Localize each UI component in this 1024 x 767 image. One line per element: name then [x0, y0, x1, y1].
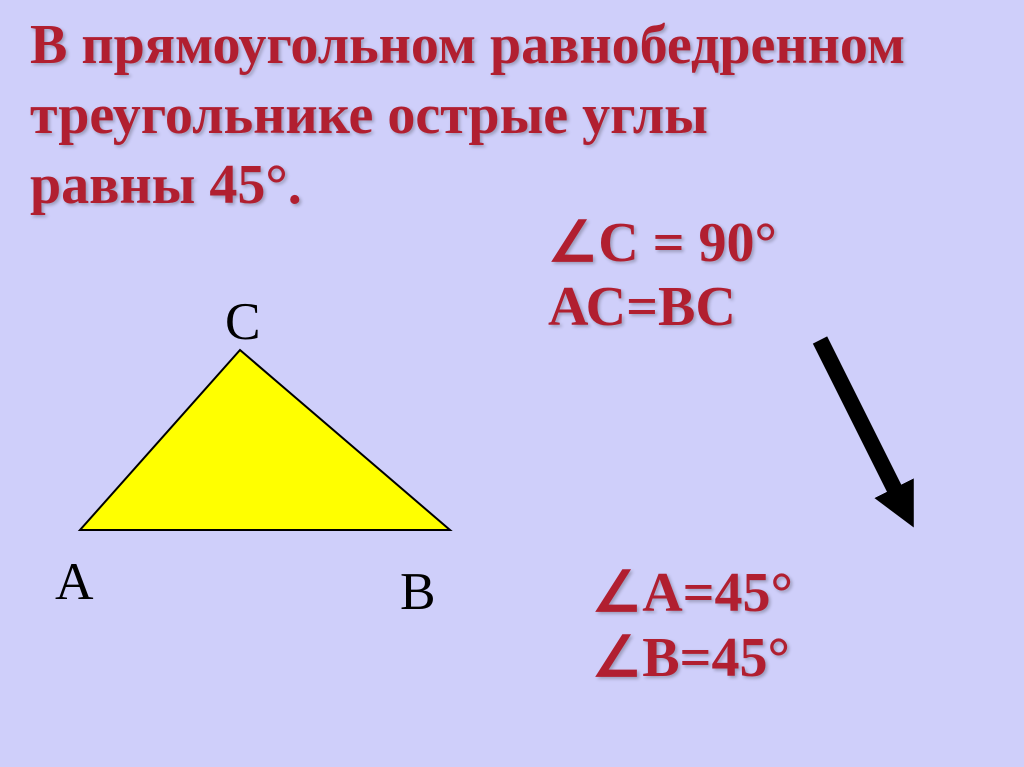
arrow-svg	[780, 320, 940, 540]
vertex-label-a: А	[55, 550, 94, 612]
triangle-diagram	[60, 330, 470, 555]
title-line-1: В прямоугольном равнобедренном	[30, 14, 905, 76]
arrow-line	[820, 340, 900, 500]
slide-title: В прямоугольном равнобедренном треугольн…	[30, 10, 990, 220]
angle-a-equation: ∠А=45°	[592, 560, 793, 625]
arrow-icon	[780, 320, 940, 545]
angle-b-equation: ∠В=45°	[592, 625, 790, 690]
triangle-shape	[80, 350, 450, 530]
slide: В прямоугольном равнобедренном треугольн…	[0, 0, 1024, 767]
angle-c-equation: ∠C = 90°	[548, 210, 777, 275]
title-line-2: треугольнике острые углы	[30, 84, 708, 146]
vertex-label-b: В	[400, 560, 436, 622]
vertex-label-c: С	[225, 290, 261, 352]
sides-equation: АС=ВС	[548, 275, 736, 339]
title-line-3: равны 45°.	[30, 154, 302, 216]
triangle-svg	[60, 330, 470, 550]
